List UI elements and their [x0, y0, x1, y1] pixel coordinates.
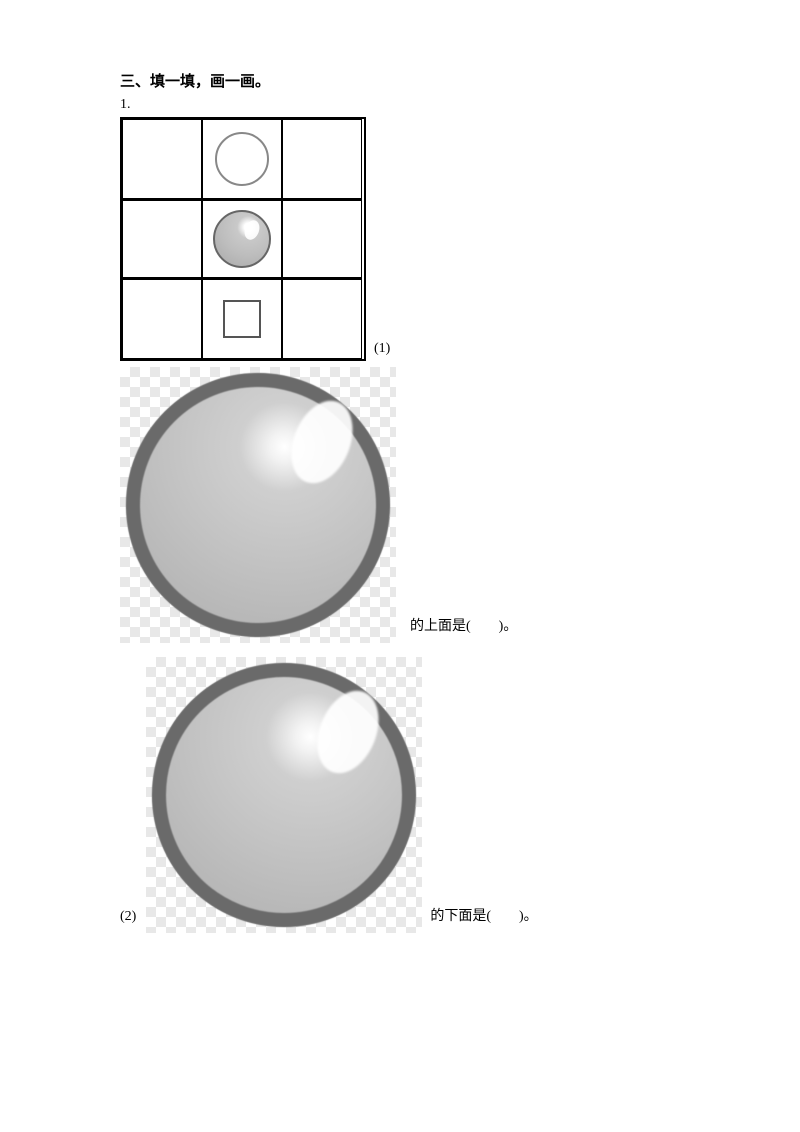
- cell-3-2: [202, 279, 282, 359]
- ball-image-2: [146, 657, 422, 933]
- cell-1-1: [122, 119, 202, 199]
- cell-2-1: [122, 199, 202, 279]
- shape-grid: [120, 117, 366, 361]
- grid-row: (1): [120, 117, 680, 361]
- section-title: 三、填一填，画一画。: [120, 70, 680, 91]
- ball-image-1: [120, 367, 396, 643]
- circle-outline-icon: [215, 132, 269, 186]
- page-root: 三、填一填，画一画。 1. (1): [0, 0, 800, 973]
- ball-ring-2: [152, 663, 416, 927]
- q2-line: (2) 的下面是( )。: [120, 651, 680, 933]
- sub2-label: (2): [120, 909, 136, 933]
- cell-2-2: [202, 199, 282, 279]
- q2-text: 的下面是( )。: [430, 905, 537, 933]
- cell-1-3: [282, 119, 362, 199]
- ball-ring-1: [126, 373, 390, 637]
- sub1-label: (1): [374, 341, 390, 357]
- cell-2-3: [282, 199, 362, 279]
- cell-1-2: [202, 119, 282, 199]
- q1-line: 的上面是( )。: [120, 361, 680, 643]
- cell-3-1: [122, 279, 202, 359]
- cell-3-3: [282, 279, 362, 359]
- question-number: 1.: [120, 97, 680, 113]
- square-outline-icon: [223, 300, 261, 338]
- ball-small-icon: [213, 210, 271, 268]
- q1-text: 的上面是( )。: [410, 615, 517, 643]
